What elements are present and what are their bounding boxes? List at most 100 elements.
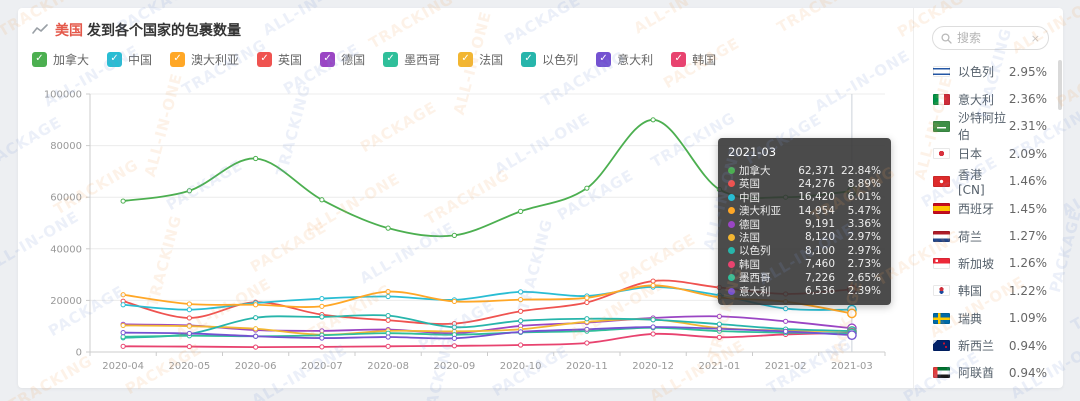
tooltip-row: 以色列 8,100 2.97%: [728, 243, 881, 257]
svg-text:20000: 20000: [50, 296, 82, 307]
flag-sweden-icon: [933, 312, 950, 324]
flag-italy-icon: [933, 93, 950, 105]
svg-text:2020-08: 2020-08: [367, 361, 409, 372]
list-item-saudi-arabia[interactable]: 沙特阿拉伯 2.31%: [914, 111, 1063, 142]
series-dot-icon: [728, 167, 735, 174]
series-dot-icon: [728, 193, 735, 201]
legend-item-uk[interactable]: ✓ 英国: [257, 51, 302, 68]
title-rest: 发到各个国家的包裹数量: [87, 23, 241, 39]
list-item-israel[interactable]: 以色列 2.95%: [914, 58, 1063, 85]
flag-israel-icon: [933, 66, 950, 78]
chart-tooltip: 2021-03 加拿大 62,371 22.84% 英国 24,276 8.89% 中国…: [718, 138, 891, 305]
svg-text:2020-12: 2020-12: [632, 361, 674, 372]
checkbox-icon: ✓: [107, 51, 123, 67]
checkbox-icon: ✓: [458, 51, 474, 67]
flag-korea-icon: [933, 285, 950, 297]
tooltip-row: 墨西哥 7,226 2.65%: [728, 270, 881, 284]
list-item-new-zealand[interactable]: 新西兰 0.94%: [914, 332, 1063, 359]
scrollbar-thumb[interactable]: [1058, 60, 1062, 110]
legend-item-france[interactable]: ✓ 法国: [458, 51, 503, 68]
legend-item-korea[interactable]: ✓ 韩国: [671, 51, 716, 68]
flag-japan-icon: [933, 148, 950, 160]
list-item-spain[interactable]: 西班牙 1.45%: [914, 195, 1063, 222]
svg-text:2020-05: 2020-05: [168, 361, 210, 372]
legend-item-australia[interactable]: ✓ 澳大利亚: [170, 51, 239, 68]
flag-spain-icon: [933, 203, 950, 215]
checkbox-icon: ✓: [320, 51, 336, 67]
legend-item-germany[interactable]: ✓ 德国: [320, 51, 365, 68]
svg-text:100000: 100000: [44, 90, 82, 101]
main-card: 美国 发到各个国家的包裹数量 ✓ 加拿大 ✓ 中国 ✓ 澳大利亚 ✓ 英国 ✓ 德国 ✓ 墨西…: [18, 8, 1063, 388]
checkbox-icon: ✓: [170, 51, 186, 67]
series-dot-icon: [728, 287, 735, 295]
title-country: 美国: [55, 23, 83, 39]
series-dot-icon: [728, 180, 735, 188]
svg-text:2020-10: 2020-10: [500, 361, 542, 372]
series-dot-icon: [728, 260, 735, 268]
legend-item-canada[interactable]: ✓ 加拿大: [32, 51, 89, 68]
flag-uae-icon: [933, 367, 950, 379]
clear-search-icon[interactable]: ×: [1030, 31, 1040, 45]
legend: ✓ 加拿大 ✓ 中国 ✓ 澳大利亚 ✓ 英国 ✓ 德国 ✓ 墨西哥 ✓ 法国 ✓ 以色列 ✓ 意大…: [32, 50, 913, 68]
watermark-text: TRACKING: [1067, 271, 1080, 335]
checkbox-icon: ✓: [671, 51, 687, 67]
legend-item-china[interactable]: ✓ 中国: [107, 51, 152, 68]
tooltip-row: 德国 9,191 3.36%: [728, 217, 881, 231]
flag-new-zealand-icon: [933, 340, 950, 352]
series-dot-icon: [728, 274, 735, 282]
search-input[interactable]: [957, 31, 1021, 45]
svg-text:0: 0: [76, 348, 82, 359]
checkbox-icon: ✓: [383, 51, 399, 67]
list-item-sweden[interactable]: 瑞典 1.09%: [914, 305, 1063, 332]
list-item-hongkong[interactable]: 香港 [CN] 1.46%: [914, 168, 1063, 197]
tooltip-row: 法国 8,120 2.97%: [728, 230, 881, 244]
svg-text:2020-07: 2020-07: [301, 361, 343, 372]
checkbox-icon: ✓: [596, 51, 612, 67]
svg-text:2021-02: 2021-02: [765, 361, 807, 372]
series-dot-icon: [728, 247, 735, 255]
list-item-korea[interactable]: 韩国 1.22%: [914, 277, 1063, 304]
search-box: ×: [932, 26, 1049, 50]
legend-item-mexico[interactable]: ✓ 墨西哥: [383, 51, 440, 68]
legend-item-italy[interactable]: ✓ 意大利: [596, 51, 653, 68]
svg-text:2020-06: 2020-06: [235, 361, 277, 372]
list-item-netherlands[interactable]: 荷兰 1.27%: [914, 222, 1063, 249]
checkbox-icon: ✓: [521, 51, 537, 67]
flag-netherlands-icon: [933, 230, 950, 242]
checkbox-icon: ✓: [32, 51, 47, 67]
chart-section: 美国 发到各个国家的包裹数量 ✓ 加拿大 ✓ 中国 ✓ 澳大利亚 ✓ 英国 ✓ 德国 ✓ 墨西…: [18, 8, 913, 388]
list-item-uae[interactable]: 阿联酋 0.94%: [914, 359, 1063, 386]
flag-hongkong-icon: [933, 175, 950, 187]
svg-text:40000: 40000: [50, 244, 82, 255]
legend-item-israel[interactable]: ✓ 以色列: [521, 51, 578, 68]
chart-header: 美国 发到各个国家的包裹数量: [32, 20, 913, 40]
series-dot-icon: [728, 233, 735, 241]
checkbox-icon: ✓: [257, 51, 273, 67]
svg-text:2020-04: 2020-04: [102, 361, 144, 372]
country-list: 以色列 2.95% 意大利 2.36% 沙特阿拉伯 2.31% 日本 2.09% 香港 …: [914, 58, 1063, 387]
flag-saudi-arabia-icon: [933, 120, 950, 132]
svg-text:2020-11: 2020-11: [566, 361, 608, 372]
series-dot-icon: [728, 220, 735, 228]
tooltip-row: 意大利 6,536 2.39%: [728, 284, 881, 298]
list-item-japan[interactable]: 日本 2.09%: [914, 140, 1063, 167]
tooltip-row: 中国 16,420 6.01%: [728, 190, 881, 204]
tooltip-row: 加拿大 62,371 22.84%: [728, 163, 881, 177]
svg-text:2020-09: 2020-09: [433, 361, 475, 372]
svg-text:60000: 60000: [50, 193, 82, 204]
tooltip-row: 英国 24,276 8.89%: [728, 176, 881, 190]
svg-text:2021-01: 2021-01: [698, 361, 740, 372]
page-title: 美国 发到各个国家的包裹数量: [55, 20, 241, 40]
list-item-italy[interactable]: 意大利 2.36%: [914, 85, 1063, 112]
svg-text:80000: 80000: [50, 141, 82, 152]
trend-line-icon: [32, 24, 48, 36]
list-item-singapore[interactable]: 新加坡 1.26%: [914, 250, 1063, 277]
flag-singapore-icon: [933, 257, 950, 269]
tooltip-row: 韩国 7,460 2.73%: [728, 257, 881, 271]
svg-text:2021-03: 2021-03: [831, 361, 873, 372]
series-dot-icon: [728, 207, 735, 215]
tooltip-title: 2021-03: [728, 145, 777, 159]
search-icon: [941, 32, 952, 44]
